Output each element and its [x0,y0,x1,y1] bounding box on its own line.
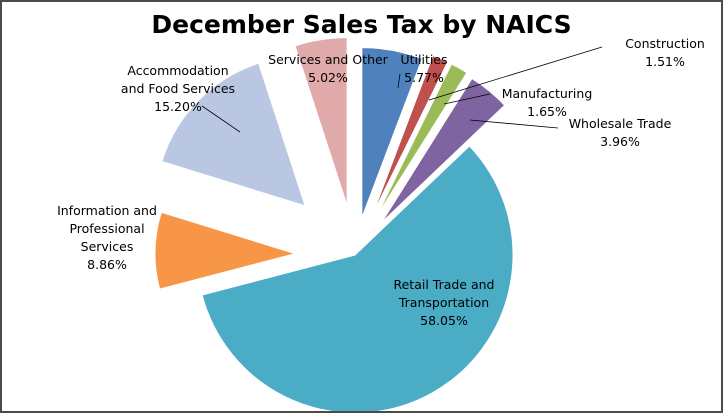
pie-slice-6 [161,62,306,207]
pie-slice-3 [381,77,506,223]
slice-label-line: Transportation [398,295,489,310]
slice-label-line: 3.96% [600,134,640,149]
slice-label-line: 58.05% [420,313,468,328]
slice-label-5: Information and Professional Services 8.86% [57,203,157,272]
chart-title: December Sales Tax by NAICS [151,10,572,39]
leader-line-6 [201,105,241,133]
slice-label-line: Information and [57,203,157,218]
slice-label-6: Accommodation and Food Services 15.20% [121,63,235,114]
slice-label-line: Utilities [400,52,447,67]
slice-label-line: and Food Services [121,81,235,96]
slice-label-3: Wholesale Trade 3.96% [569,116,672,149]
slice-label-line: 8.86% [87,257,127,272]
pie-slice-1 [372,55,449,215]
pie-slice-7 [294,37,348,206]
slice-label-1: Construction 1.51% [625,36,705,69]
leader-line-0 [397,73,401,89]
slice-label-line: Services and Other [268,52,389,67]
slice-label-line: 15.20% [154,99,202,114]
slice-label-line: Retail Trade and [393,277,494,292]
slice-label-line: 5.02% [308,70,348,85]
slice-label-line: 1.65% [527,104,567,119]
slice-label-line: Wholesale Trade [569,116,672,131]
slice-label-line: Services [81,239,134,254]
slice-label-line: Accommodation [127,63,228,78]
pie-slice-4 [201,145,514,411]
slice-label-line: 5.77% [404,70,444,85]
leader-line-3 [469,119,559,129]
pie-slice-2 [375,63,468,217]
slice-label-line: 1.51% [645,54,685,69]
slice-label-7: Services and Other 5.02% [268,52,389,85]
pie-slice-0 [361,47,423,218]
slice-label-line: Professional [69,221,144,236]
leader-line-2 [443,93,491,105]
slice-label-line: Construction [625,36,705,51]
slice-label-0: Utilities 5.77% [400,52,447,85]
slice-label-line: Manufacturing [502,86,593,101]
pie-slice-5 [154,211,297,290]
slice-label-2: Manufacturing 1.65% [502,86,593,119]
slice-label-4: Retail Trade and Transportation 58.05% [393,277,494,328]
leader-line-1 [428,46,603,101]
